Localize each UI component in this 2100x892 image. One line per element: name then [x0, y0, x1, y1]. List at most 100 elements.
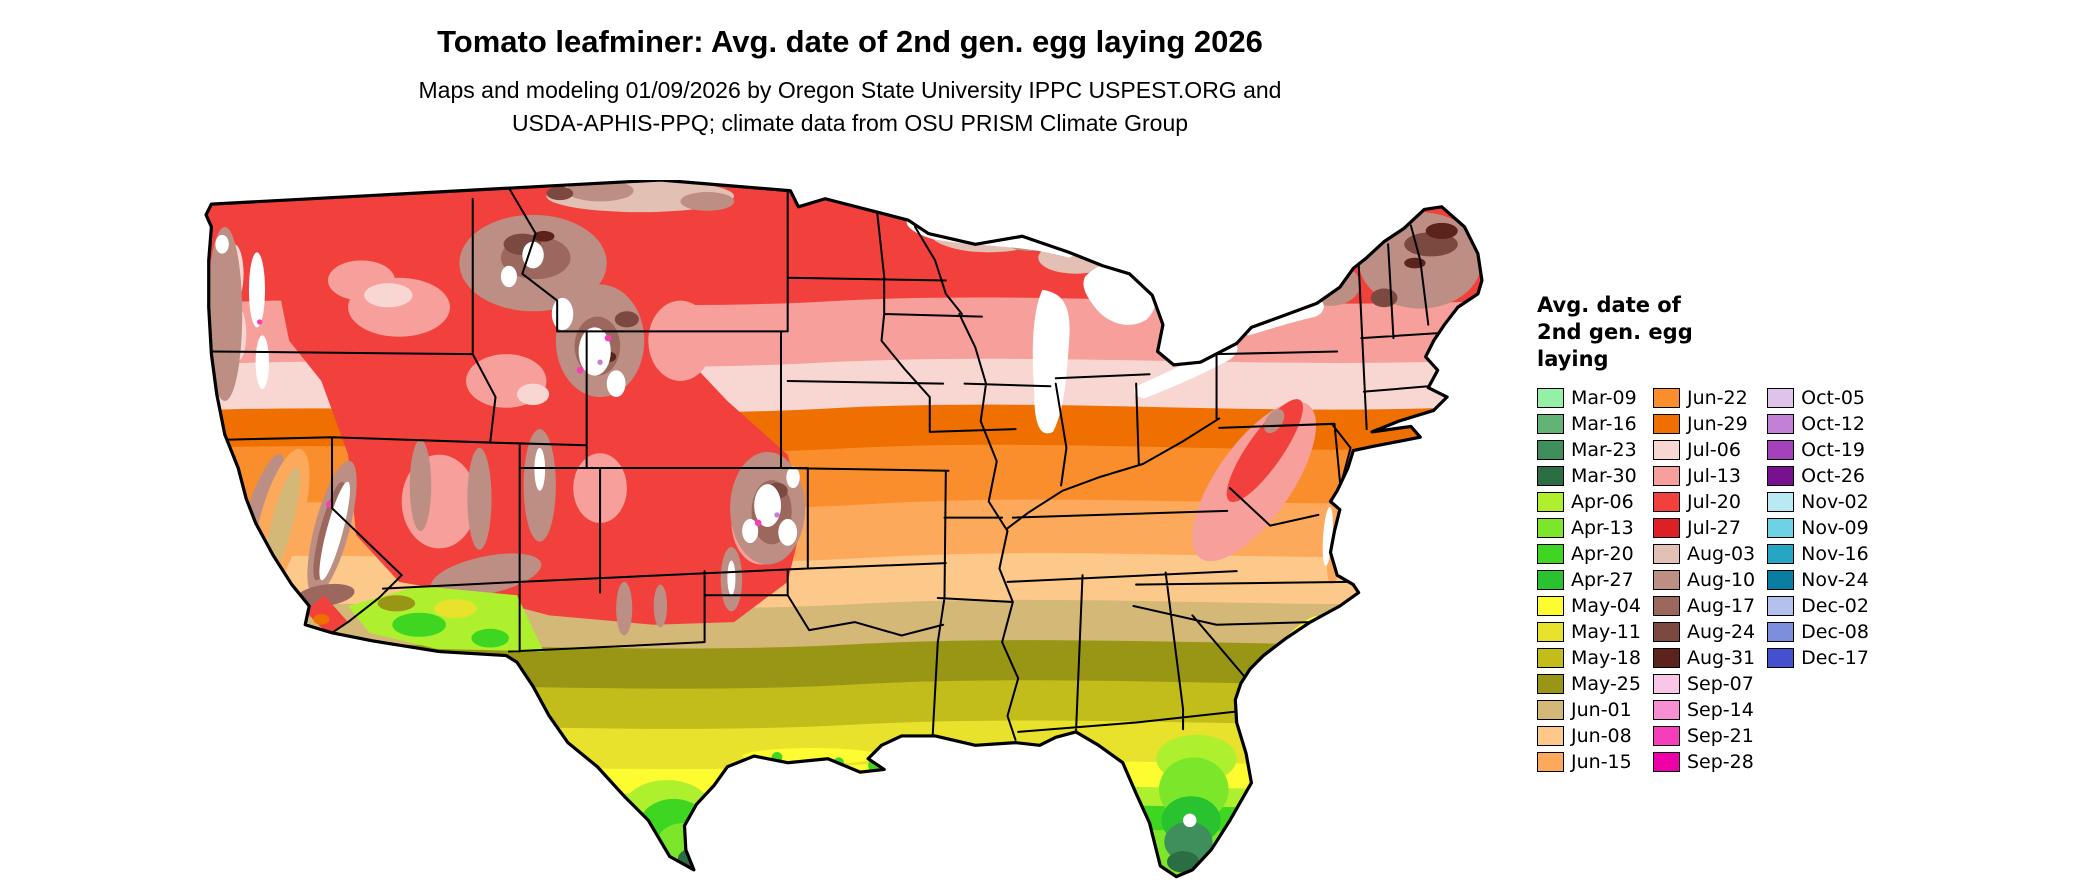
legend-entry: Aug-03 — [1652, 541, 1756, 567]
state-borders — [210, 184, 1446, 741]
legend-label: Aug-24 — [1686, 621, 1756, 643]
legend-swatch — [1537, 752, 1564, 772]
legend-swatch — [1537, 648, 1564, 668]
legend-swatch — [1652, 674, 1680, 694]
legend-swatch — [1767, 622, 1795, 642]
legend-swatch — [1537, 596, 1564, 616]
legend-label: Oct-12 — [1801, 413, 1866, 435]
legend-swatch — [1537, 388, 1564, 408]
legend-entry: Jun-22 — [1652, 385, 1755, 411]
legend-swatch — [1652, 544, 1680, 564]
legend-entry: Jul-20 — [1652, 489, 1755, 515]
legend-swatch — [1767, 440, 1795, 460]
legend-entry: Sep-14 — [1652, 697, 1755, 723]
legend-label: Apr-06 — [1571, 491, 1634, 513]
legend-entry: Aug-10 — [1652, 567, 1756, 593]
legend-label: May-25 — [1571, 673, 1641, 695]
legend-entry: Dec-17 — [1767, 645, 1869, 671]
legend-label: May-11 — [1571, 621, 1641, 643]
legend-column: Oct-05 Oct-12 Oct-19 Oct-26 Nov-02 Nov-09 Nov-… — [1767, 385, 1869, 671]
legend-swatch — [1537, 492, 1564, 512]
legend-entry: Mar-16 — [1537, 411, 1641, 437]
legend-entry: Mar-09 — [1537, 385, 1641, 411]
legend-column: Jun-22 Jun-29 Jul-06 Jul-13 Jul-20 Jul-27 Aug-… — [1652, 385, 1756, 775]
legend-swatch — [1767, 648, 1795, 668]
legend-entry: Nov-24 — [1767, 567, 1869, 593]
legend-label: Jun-22 — [1686, 387, 1748, 409]
legend-swatch — [1537, 674, 1564, 694]
legend-swatch — [1537, 726, 1564, 746]
legend-swatch — [1767, 492, 1795, 512]
legend-swatch — [1537, 518, 1564, 538]
legend-entry: Apr-13 — [1537, 515, 1641, 541]
legend-label: Oct-26 — [1801, 465, 1866, 487]
header: Tomato leafminer: Avg. date of 2nd gen. … — [0, 0, 1700, 140]
legend-entry: Sep-07 — [1652, 671, 1755, 697]
legend-swatch — [1537, 466, 1564, 486]
mountain-west — [224, 217, 804, 625]
legend-label: Aug-17 — [1686, 595, 1756, 617]
california-southwest — [252, 448, 544, 652]
legend-entry: Jun-15 — [1537, 749, 1641, 775]
legend-label: Sep-14 — [1686, 699, 1754, 721]
legend-entry: Sep-21 — [1652, 723, 1755, 749]
legend-entry: Mar-30 — [1537, 463, 1641, 489]
us-map — [204, 180, 1484, 879]
legend-label: Nov-24 — [1801, 569, 1869, 591]
legend-entry: Apr-06 — [1537, 489, 1641, 515]
legend-entry: Jul-13 — [1652, 463, 1755, 489]
legend-swatch — [1652, 440, 1680, 460]
page-subtitle: Maps and modeling 01/09/2026 by Oregon S… — [0, 74, 1700, 140]
legend-swatch — [1652, 752, 1680, 772]
legend-entry: Aug-17 — [1652, 593, 1756, 619]
legend-entry: Jul-06 — [1652, 437, 1755, 463]
legend-label: Jun-29 — [1686, 413, 1748, 435]
legend-entry: Dec-02 — [1767, 593, 1869, 619]
legend-swatch — [1767, 388, 1795, 408]
legend-entry: Nov-09 — [1767, 515, 1869, 541]
legend-label: Sep-07 — [1686, 673, 1754, 695]
legend: Avg. date of 2nd gen. egg laying Mar-09 M… — [1537, 292, 1869, 775]
legend-entry: Oct-26 — [1767, 463, 1869, 489]
legend-label: Aug-10 — [1686, 569, 1756, 591]
subtitle-line-1: Maps and modeling 01/09/2026 by Oregon S… — [418, 77, 1282, 103]
legend-swatch — [1767, 518, 1795, 538]
legend-entry: Oct-19 — [1767, 437, 1869, 463]
legend-label: Jun-01 — [1571, 699, 1632, 721]
legend-label: Jul-13 — [1686, 465, 1741, 487]
legend-label: May-18 — [1571, 647, 1641, 669]
legend-entry: Apr-27 — [1537, 567, 1641, 593]
legend-label: Jul-20 — [1686, 491, 1741, 513]
legend-label: Oct-05 — [1801, 387, 1866, 409]
legend-swatch — [1652, 414, 1680, 434]
legend-entry: Jun-29 — [1652, 411, 1755, 437]
legend-label: Apr-27 — [1571, 569, 1634, 591]
legend-label: Aug-03 — [1686, 543, 1756, 565]
legend-swatch — [1652, 648, 1680, 668]
page-title: Tomato leafminer: Avg. date of 2nd gen. … — [437, 24, 1263, 59]
subtitle-line-2: USDA-APHIS-PPQ; climate data from OSU PR… — [511, 110, 1189, 136]
legend-swatch — [1767, 466, 1795, 486]
legend-entry: Aug-24 — [1652, 619, 1756, 645]
legend-swatch — [1652, 466, 1680, 486]
legend-swatch — [1537, 414, 1564, 434]
legend-entry: Apr-20 — [1537, 541, 1641, 567]
legend-entry: Dec-08 — [1767, 619, 1869, 645]
legend-label: Dec-02 — [1801, 595, 1869, 617]
legend-label: Apr-13 — [1571, 517, 1634, 539]
legend-label: Mar-16 — [1571, 413, 1637, 435]
legend-swatch — [1652, 570, 1680, 590]
legend-columns: Mar-09 Mar-16 Mar-23 Mar-30 Apr-06 Apr-13 Apr-… — [1537, 385, 1869, 775]
legend-title: Avg. date of 2nd gen. egg laying — [1537, 293, 1693, 371]
legend-swatch — [1767, 544, 1795, 564]
legend-entry: Oct-12 — [1767, 411, 1869, 437]
legend-entry: Aug-31 — [1652, 645, 1755, 671]
legend-swatch — [1537, 570, 1564, 590]
legend-swatch — [1767, 414, 1795, 434]
legend-label: Mar-09 — [1571, 387, 1637, 409]
us-map-container — [198, 180, 1498, 890]
legend-entry: Jun-08 — [1537, 723, 1641, 749]
legend-swatch — [1537, 622, 1564, 642]
legend-label: Mar-23 — [1571, 439, 1637, 461]
